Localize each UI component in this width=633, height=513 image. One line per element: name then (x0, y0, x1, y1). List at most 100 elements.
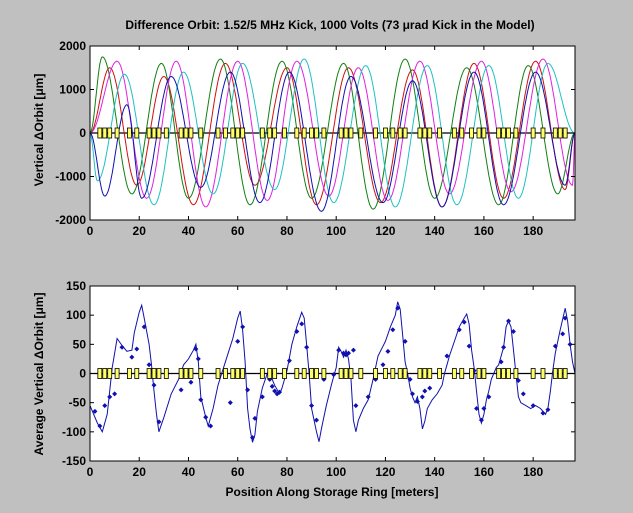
data-point (259, 394, 265, 400)
magnet-marker (114, 127, 120, 139)
magnet-marker (294, 368, 300, 379)
data-point (156, 419, 162, 425)
magnet-marker (459, 127, 465, 139)
x-tick-label: 0 (87, 465, 94, 479)
data-point (245, 387, 251, 393)
magnet-marker (188, 368, 194, 379)
data-point (193, 346, 199, 352)
data-point (510, 329, 516, 334)
magnet-marker (481, 368, 487, 379)
magnet-marker (513, 368, 519, 379)
magnet-marker (501, 368, 507, 379)
x-tick-label: 180 (523, 465, 543, 479)
data-point (562, 315, 568, 321)
top-chart-ylabel: Vertical ΔOrbit [μm] (32, 74, 46, 187)
data-point (346, 350, 352, 356)
magnet-marker (338, 368, 344, 379)
x-tick-label: 160 (474, 224, 494, 238)
x-tick-label: 120 (375, 465, 395, 479)
data-point (119, 344, 125, 350)
magnet-marker (114, 368, 120, 379)
magnet-marker (163, 127, 169, 139)
x-tick-label: 40 (182, 224, 196, 238)
magnet-marker (397, 368, 403, 379)
data-point (552, 343, 558, 349)
magnet-marker (178, 127, 184, 139)
data-point (294, 329, 300, 334)
data-point (235, 338, 241, 344)
magnet-marker (198, 127, 204, 139)
magnet-marker (373, 368, 378, 379)
magnet-marker (540, 127, 546, 139)
magnet-marker (156, 368, 162, 379)
magnet-marker (126, 368, 132, 379)
data-point (227, 400, 233, 406)
magnet-marker (459, 368, 465, 379)
y-tick-label: 0 (79, 367, 86, 381)
magnet-marker (451, 127, 457, 139)
magnet-marker (151, 368, 157, 379)
magnet-marker (314, 127, 319, 139)
magnet-marker (343, 368, 349, 379)
magnet-marker (314, 368, 319, 379)
data-point (380, 362, 386, 368)
magnet-marker (309, 368, 314, 379)
data-point (390, 327, 396, 333)
magnet-marker (496, 127, 502, 139)
data-point (498, 359, 504, 365)
data-point (365, 394, 371, 400)
data-point (530, 403, 536, 409)
data-point (195, 356, 201, 362)
magnet-marker (240, 127, 246, 139)
series-line-2 (90, 58, 575, 208)
magnet-marker (402, 368, 408, 379)
magnet-marker (259, 368, 265, 379)
data-point (501, 344, 507, 350)
magnet-marker (309, 127, 314, 139)
magnet-marker (235, 127, 241, 139)
magnet-marker (188, 127, 194, 139)
magnet-marker (422, 127, 428, 139)
magnet-marker (348, 368, 354, 379)
data-point (540, 410, 546, 416)
x-tick-label: 120 (375, 224, 395, 238)
bottom-chart: Average Vertical ΔOrbit [μm] Position Al… (32, 279, 576, 499)
magnet-marker (134, 368, 140, 379)
magnet-marker (321, 127, 327, 139)
data-point (249, 435, 255, 441)
y-tick-label: 150 (66, 279, 86, 293)
bottom-chart-xlabel: Position Along Storage Ring [meters] (226, 485, 439, 499)
magnet-marker (506, 127, 511, 139)
data-point (419, 394, 425, 400)
data-point (107, 394, 113, 400)
magnet-marker (562, 127, 568, 139)
data-point (252, 415, 258, 421)
data-point (486, 394, 492, 400)
magnet-marker (163, 368, 169, 379)
y-tick-label: 2000 (59, 39, 86, 53)
data-point (208, 423, 214, 429)
data-point (350, 347, 356, 353)
data-point (309, 403, 315, 409)
x-tick-label: 100 (326, 465, 346, 479)
data-point (331, 372, 337, 378)
magnet-marker (506, 368, 511, 379)
magnet-marker (267, 368, 273, 379)
x-tick-label: 140 (425, 224, 445, 238)
x-tick-label: 40 (182, 465, 196, 479)
magnet-marker (126, 127, 132, 139)
data-point (188, 379, 194, 385)
magnet-marker (481, 127, 487, 139)
y-tick-label: 0 (79, 126, 86, 140)
magnet-marker (146, 368, 152, 379)
magnet-marker (151, 127, 157, 139)
data-point (515, 378, 521, 383)
data-point (141, 324, 147, 330)
x-tick-label: 140 (425, 465, 445, 479)
magnet-marker (294, 127, 300, 139)
magnet-marker (223, 368, 228, 379)
magnet-marker (156, 127, 162, 139)
series-line-4 (90, 71, 575, 212)
plot-inner (90, 301, 575, 443)
